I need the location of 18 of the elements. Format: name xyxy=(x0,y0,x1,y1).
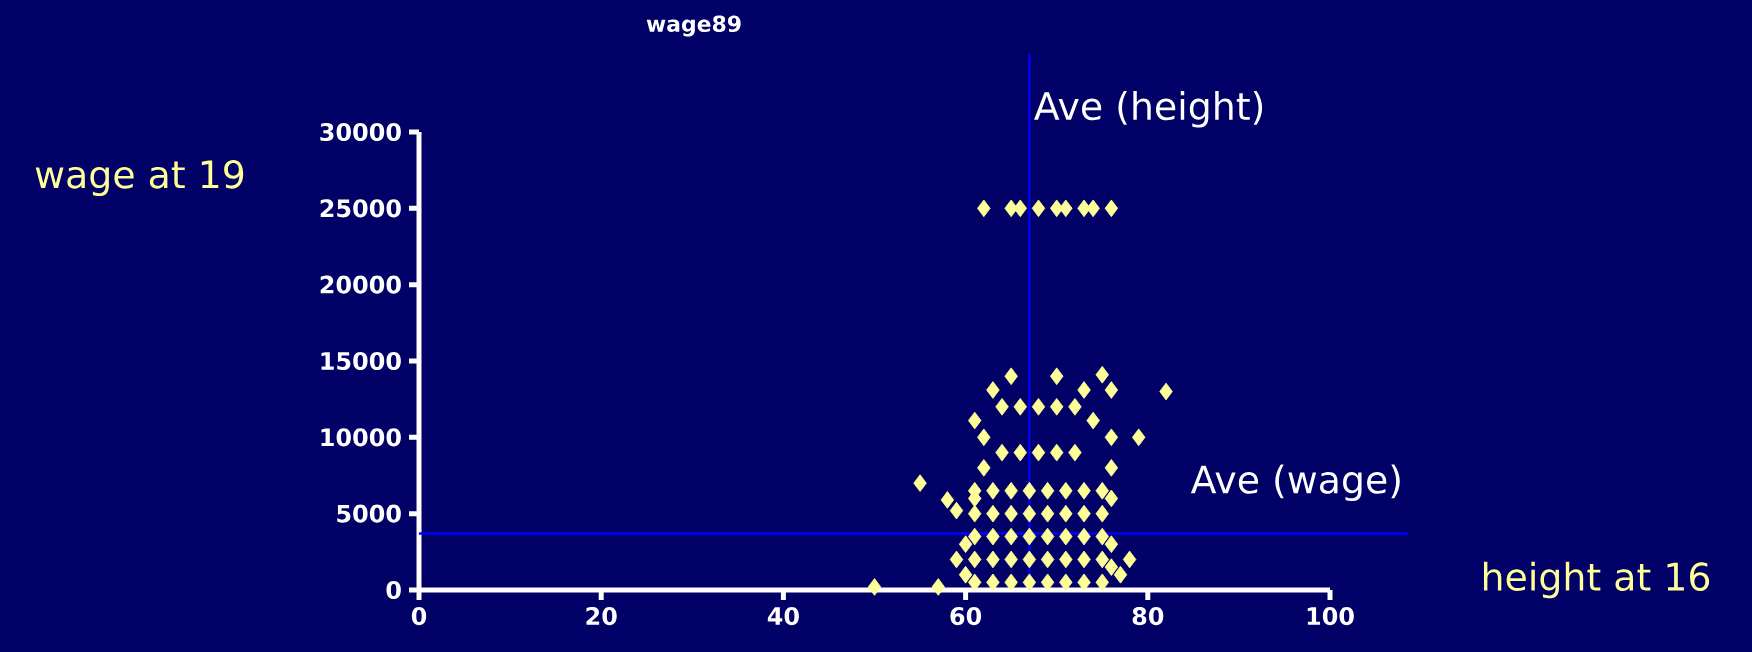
y-tick-label: 10000 xyxy=(321,428,401,447)
y-tick-label: 0 xyxy=(386,580,401,600)
x-tick-label: 40 xyxy=(767,607,799,626)
y-tick-label: 25000 xyxy=(320,199,401,218)
x-tick-label: 0 xyxy=(411,607,427,626)
y-axis-title: wage at 19 xyxy=(35,160,244,196)
x-tick-label: 100 xyxy=(1307,607,1354,626)
y-tick-label: 30000 xyxy=(320,122,401,142)
ref-line-label: Ave (wage) xyxy=(1190,464,1400,502)
y-tick-label: 15000 xyxy=(321,351,401,371)
x-tick-label: 60 xyxy=(950,607,982,626)
chart-title: wage89 xyxy=(646,15,741,37)
ref-line-label: Ave (height) xyxy=(1034,90,1263,128)
y-tick-label: 20000 xyxy=(320,275,401,294)
x-tick-label: 80 xyxy=(1132,607,1164,626)
x-tick-label: 20 xyxy=(586,607,617,626)
x-axis-title: height at 16 xyxy=(1483,561,1710,599)
y-tick-label: 5000 xyxy=(337,504,401,523)
